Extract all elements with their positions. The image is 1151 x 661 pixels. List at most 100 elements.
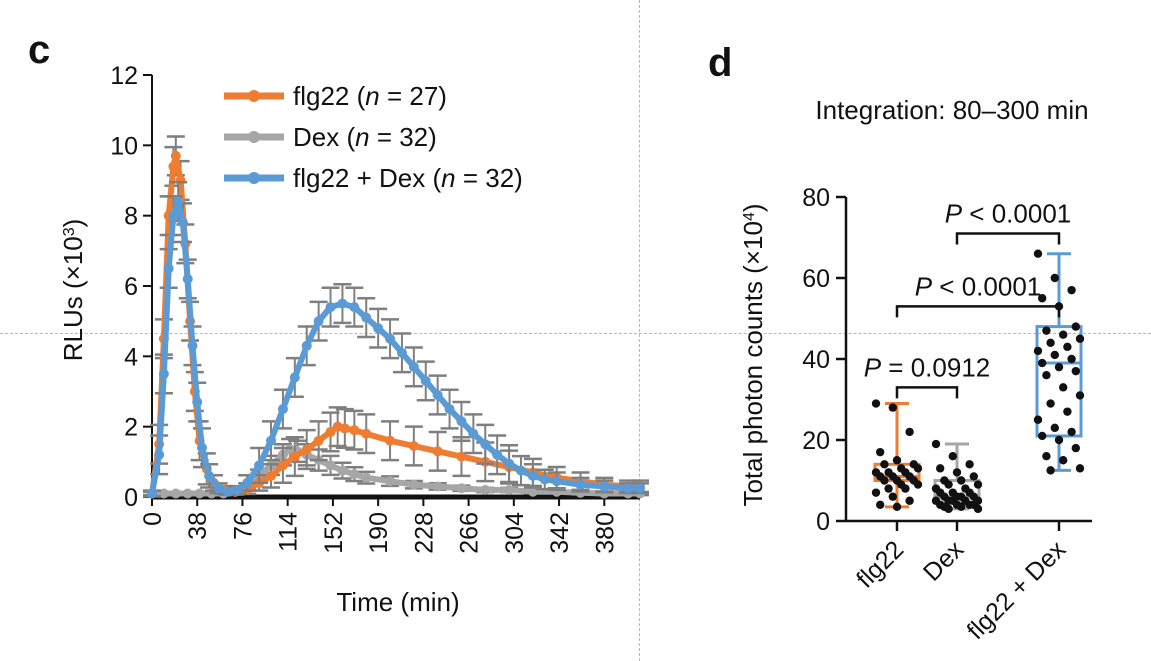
d-data-point-flg22 bbox=[913, 480, 923, 489]
d-data-point-flg22 bbox=[880, 476, 889, 485]
d-data-point-flg22_dex bbox=[1033, 346, 1043, 356]
d-data-point-dex bbox=[957, 476, 966, 485]
c-legend: flg22 (n = 27) Dex (n = 32) flg22 + Dex (n… bbox=[224, 81, 523, 193]
c-data-point-flg22 bbox=[301, 444, 312, 455]
d-y-tick-label: 40 bbox=[802, 346, 830, 374]
d-data-point-flg22 bbox=[901, 484, 910, 493]
c-data-point-flg22_dex bbox=[158, 368, 169, 379]
d-p-value-label: P = 0.0912 bbox=[864, 352, 991, 382]
c-data-point-flg22 bbox=[361, 428, 372, 439]
c-data-point-dex bbox=[361, 472, 372, 483]
d-data-point-flg22 bbox=[905, 427, 914, 437]
d-y-tick-label: 0 bbox=[816, 508, 830, 536]
c-data-point-flg22 bbox=[266, 470, 277, 481]
c-series-flg22_dex bbox=[143, 181, 649, 499]
d-data-point-dex bbox=[969, 472, 978, 481]
c-data-point-flg22_dex bbox=[301, 340, 312, 351]
c-x-tick-label: 114 bbox=[275, 512, 303, 552]
d-p-value-label: P < 0.0001 bbox=[915, 271, 1042, 301]
d-data-point-flg22_dex bbox=[1046, 399, 1055, 408]
c-data-point-dex bbox=[158, 488, 169, 499]
d-data-point-flg22_dex bbox=[1054, 435, 1064, 445]
c-data-point-flg22_dex bbox=[289, 372, 300, 383]
c-data-point-flg22_dex bbox=[504, 458, 515, 469]
c-x-tick-label: 380 bbox=[591, 512, 619, 554]
d-data-point-flg22_dex bbox=[1042, 371, 1051, 380]
c-data-point-dex bbox=[456, 483, 467, 494]
c-data-point-dex bbox=[408, 479, 419, 490]
c-series-line-flg22_dex bbox=[149, 198, 640, 495]
d-data-point-flg22_dex bbox=[1046, 338, 1055, 347]
d-data-point-flg22_dex bbox=[1075, 334, 1085, 343]
c-data-point-flg22 bbox=[408, 441, 419, 452]
d-comparison: P = 0.0912 bbox=[864, 352, 991, 399]
c-data-point-flg22 bbox=[170, 150, 181, 161]
c-data-point-flg22_dex bbox=[444, 404, 455, 415]
c-data-point-flg22_dex bbox=[432, 390, 443, 401]
d-boxes bbox=[871, 249, 1085, 514]
c-x-tick-label: 190 bbox=[365, 512, 393, 554]
c-legend-label: flg22 (n = 27) bbox=[293, 81, 447, 111]
c-data-point-flg22_dex bbox=[187, 340, 198, 351]
d-data-point-flg22 bbox=[876, 500, 885, 509]
d-p-value-label: P < 0.0001 bbox=[945, 198, 1072, 228]
c-data-point-flg22_dex bbox=[196, 442, 207, 453]
c-data-point-flg22_dex bbox=[361, 312, 372, 323]
c-x-tick-label: 266 bbox=[456, 512, 484, 554]
d-data-point-dex bbox=[948, 452, 957, 461]
d-data-point-flg22 bbox=[876, 447, 885, 457]
d-data-point-flg22 bbox=[880, 460, 889, 469]
c-data-point-flg22_dex bbox=[213, 483, 224, 494]
c-data-point-flg22_dex bbox=[168, 210, 179, 221]
d-data-point-flg22_dex bbox=[1059, 330, 1068, 339]
d-x-tick-label: Dex bbox=[918, 535, 970, 587]
d-box-iqr bbox=[1035, 325, 1083, 438]
c-y-axis-title-text: RLUs (×103) bbox=[58, 219, 88, 362]
c-data-point-flg22_dex bbox=[515, 465, 526, 476]
c-data-point-flg22_dex bbox=[313, 316, 324, 327]
d-data-point-dex bbox=[965, 460, 974, 469]
d-comparisons: P = 0.0912 P < 0.0001 P < 0.0001 bbox=[864, 198, 1072, 399]
c-data-point-flg22 bbox=[385, 435, 396, 446]
c-legend-marker bbox=[248, 131, 260, 143]
c-data-point-dex bbox=[480, 484, 491, 495]
d-data-point-flg22 bbox=[888, 403, 897, 412]
c-data-point-dex bbox=[527, 486, 538, 497]
c-data-point-flg22_dex bbox=[266, 435, 277, 446]
c-data-point-dex bbox=[432, 481, 443, 492]
d-data-point-flg22 bbox=[892, 456, 902, 465]
d-data-point-flg22_dex bbox=[1050, 423, 1060, 433]
d-y-tick-label: 80 bbox=[802, 184, 830, 212]
d-data-point-flg22_dex bbox=[1075, 391, 1085, 400]
d-data-point-flg22_dex bbox=[1042, 452, 1051, 461]
d-box-dex bbox=[931, 439, 983, 514]
c-x-tick-label: 0 bbox=[139, 512, 167, 526]
c-data-point-flg22_dex bbox=[480, 439, 491, 450]
c-legend-marker bbox=[248, 172, 260, 184]
d-data-point-dex bbox=[973, 504, 983, 514]
d-comparison: P < 0.0001 bbox=[945, 198, 1072, 245]
d-data-point-flg22_dex bbox=[1042, 326, 1051, 335]
c-x-tick-label: 304 bbox=[501, 512, 529, 554]
c-data-point-flg22_dex bbox=[277, 404, 288, 415]
c-data-point-flg22_dex bbox=[635, 483, 645, 494]
c-data-point-dex bbox=[385, 476, 396, 487]
d-data-point-flg22_dex bbox=[1038, 431, 1047, 441]
panel-c-line-chart: c 0 2 4 6 8 10 12 0 38 76 114 152 190 228 266 304 342 380… bbox=[28, 28, 649, 617]
c-legend-marker bbox=[248, 90, 260, 102]
c-data-point-flg22_dex bbox=[325, 302, 336, 313]
c-data-point-flg22_dex bbox=[373, 323, 384, 334]
d-data-point-flg22_dex bbox=[1067, 354, 1076, 364]
c-data-point-flg22 bbox=[456, 451, 467, 462]
c-data-point-flg22_dex bbox=[242, 477, 253, 488]
d-data-point-dex bbox=[944, 480, 953, 489]
d-comparison: P < 0.0001 bbox=[895, 271, 1061, 318]
c-y-tick-label: 10 bbox=[110, 132, 138, 160]
c-data-point-dex bbox=[170, 488, 181, 499]
c-axes: 0 2 4 6 8 10 12 0 38 76 114 152 190 228 266 304 342 380 bbox=[110, 62, 640, 554]
c-data-point-flg22_dex bbox=[551, 476, 562, 487]
c-data-point-flg22 bbox=[289, 451, 300, 462]
d-box-flg22 bbox=[871, 399, 923, 512]
d-y-axis-title-text: Total photon counts (×104) bbox=[738, 203, 768, 506]
c-y-tick-label: 6 bbox=[124, 273, 138, 301]
